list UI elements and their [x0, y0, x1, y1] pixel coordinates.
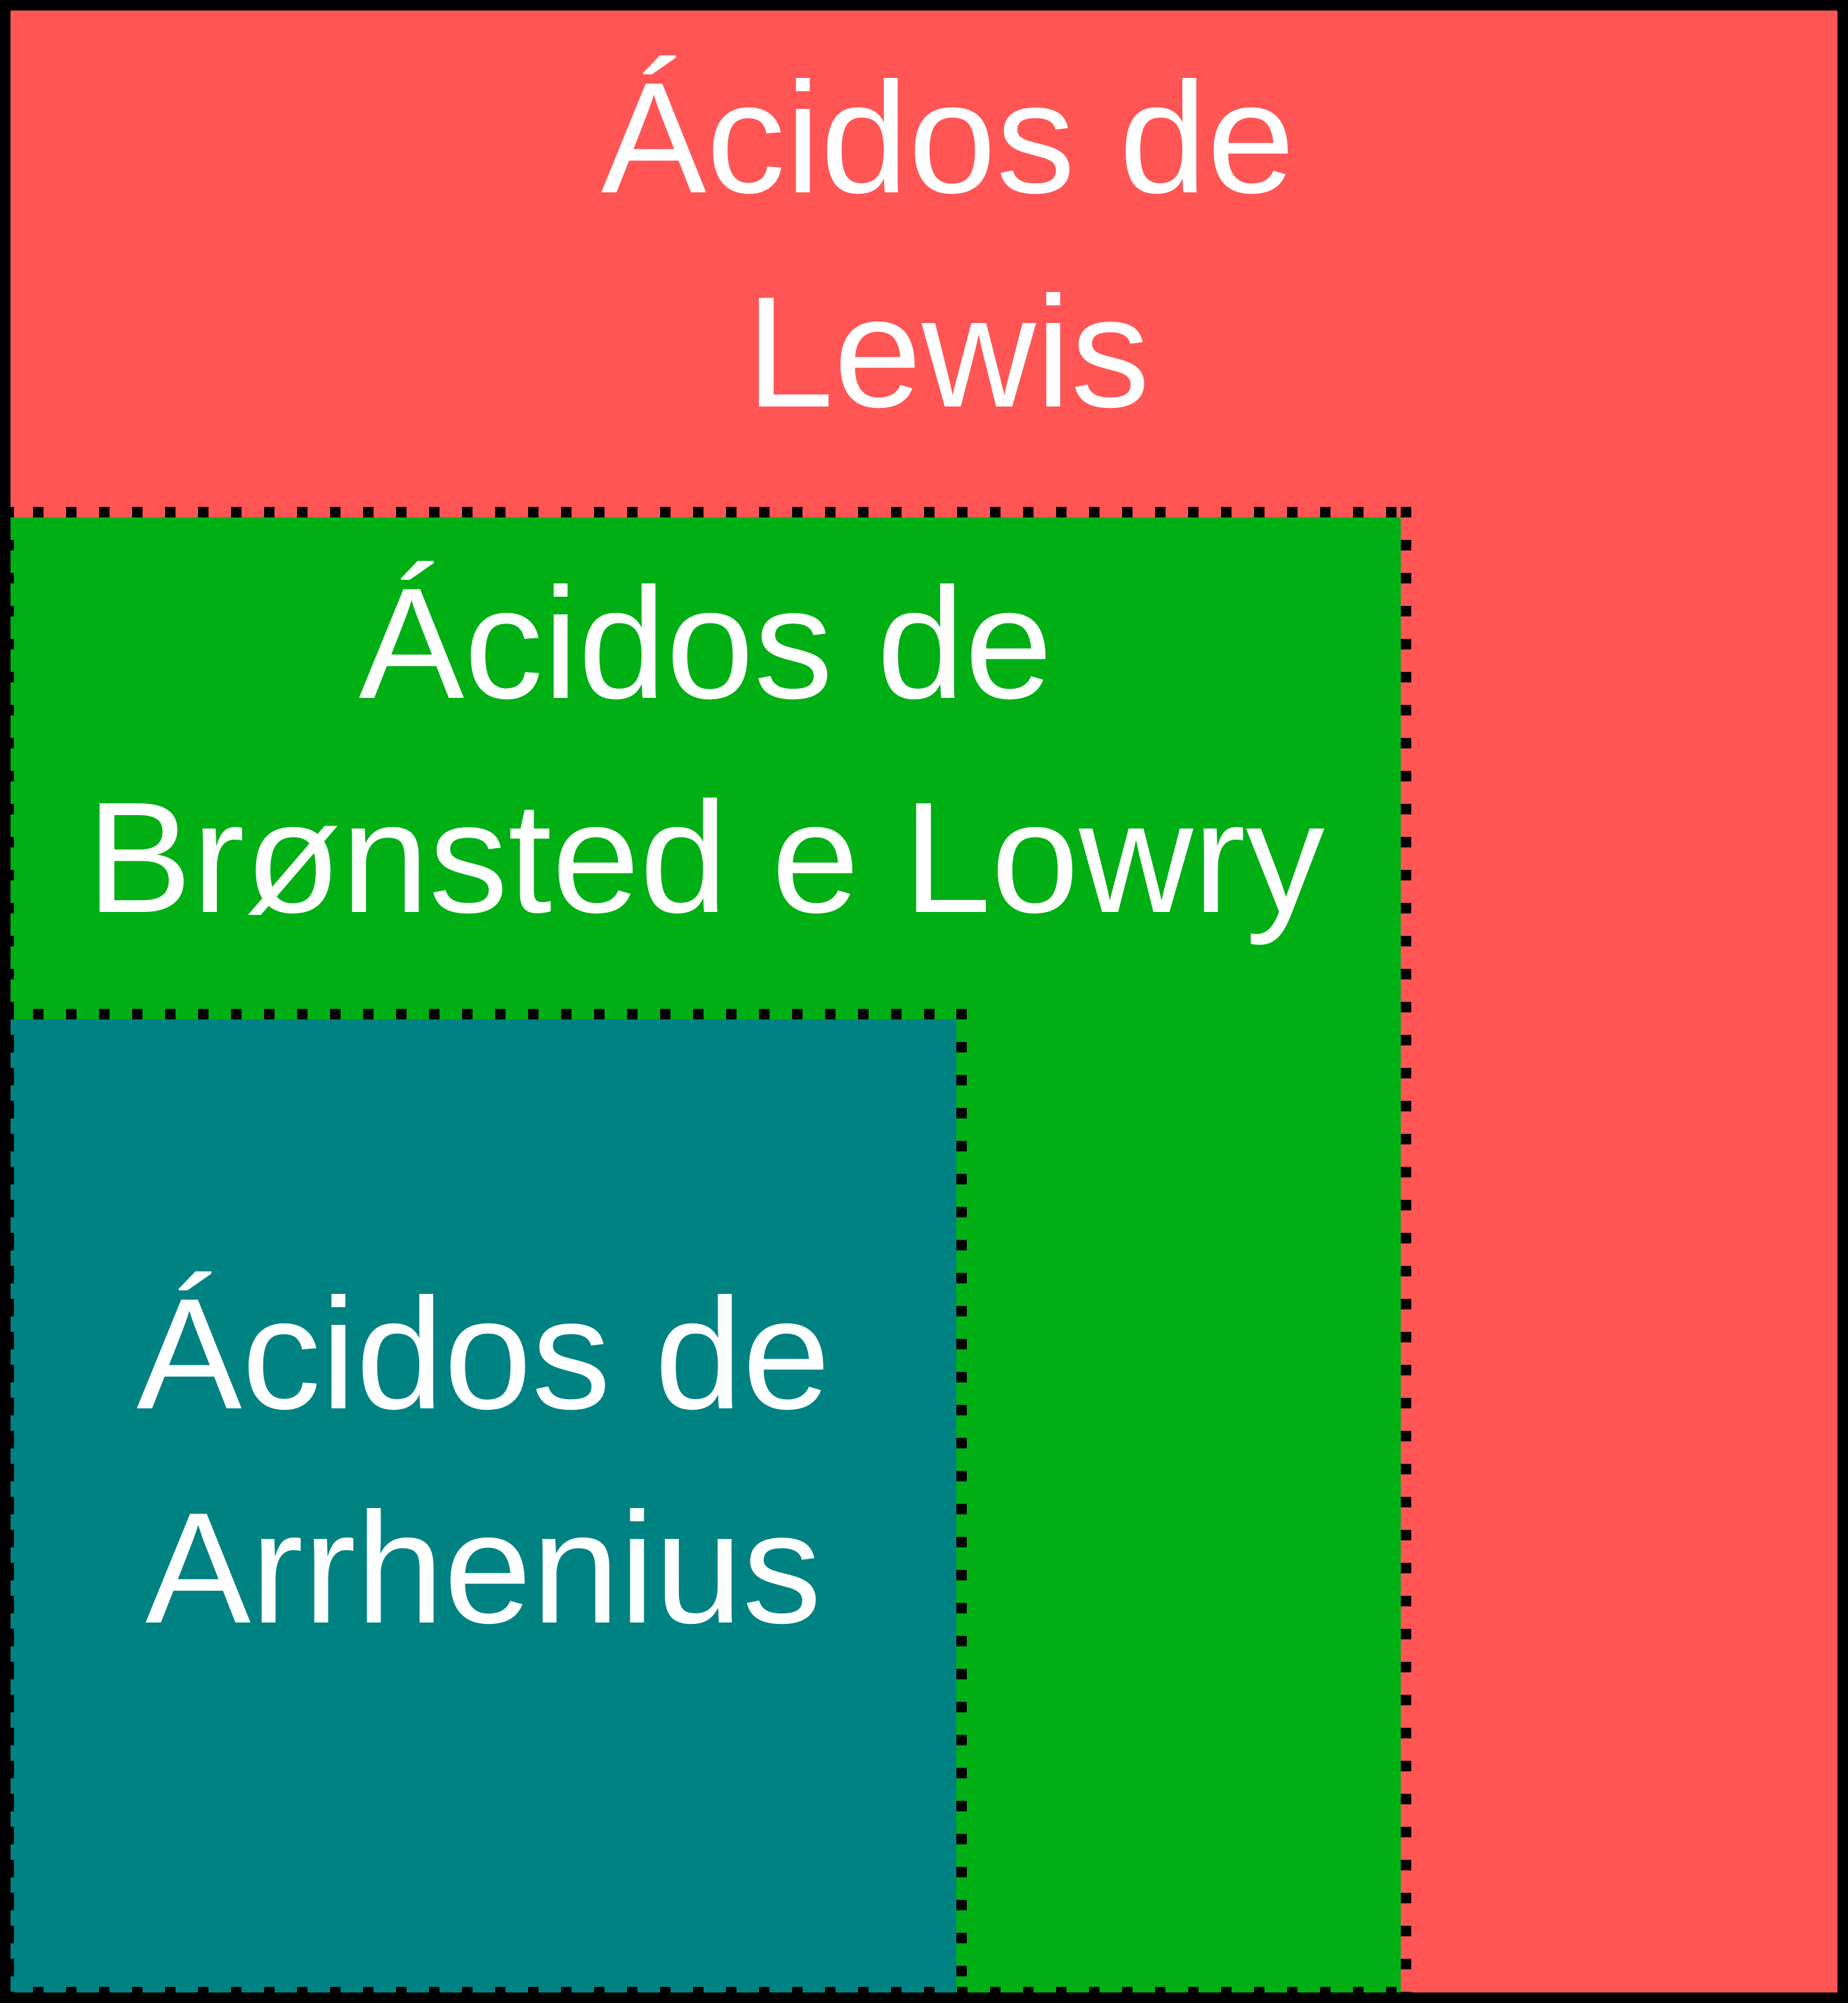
arrhenius-border-left — [4, 1009, 14, 2003]
arrhenius-border-top — [0, 1009, 967, 1019]
bronsted-border-right — [1401, 507, 1411, 2003]
arrhenius-label-line2: Arrhenius — [145, 1479, 821, 1656]
bronsted-label-line1: Ácidos de — [358, 555, 1053, 732]
lewis-set-label: Ácidos de Lewis — [34, 31, 1848, 459]
bronsted-border-top — [0, 507, 1411, 517]
bronsted-set-label: Ácidos de Brønsted e Lowry — [11, 536, 1401, 965]
lewis-label-line2: Lewis — [746, 263, 1150, 440]
arrhenius-border-right — [956, 1009, 967, 2003]
arrhenius-set-rectangle — [11, 1019, 956, 1992]
lewis-label-line1: Ácidos de — [600, 49, 1295, 226]
arrhenius-label-line1: Ácidos de — [136, 1265, 831, 1442]
arrhenius-set-label: Ácidos de Arrhenius — [11, 1247, 956, 1675]
arrhenius-border-bottom — [0, 1987, 967, 1997]
bronsted-label-line2: Brønsted e Lowry — [86, 769, 1325, 946]
